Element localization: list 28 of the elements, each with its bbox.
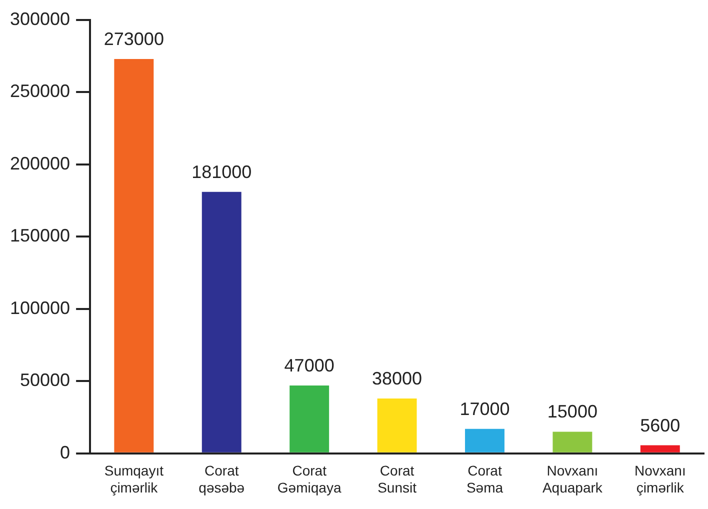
data-label: 47000 bbox=[284, 355, 334, 376]
bar bbox=[640, 445, 680, 452]
y-tick-label: 200000 bbox=[10, 153, 70, 174]
bar bbox=[290, 386, 330, 452]
data-label: 15000 bbox=[547, 402, 598, 422]
y-tick-label: 300000 bbox=[10, 8, 70, 29]
data-label: 273000 bbox=[104, 28, 164, 49]
bar bbox=[202, 192, 242, 452]
x-tick-label: Corat Sunsit bbox=[378, 462, 417, 496]
x-tick-label: Corat Səma bbox=[466, 462, 504, 496]
data-label: 5600 bbox=[640, 415, 680, 436]
y-tick-label: 50000 bbox=[20, 370, 70, 390]
y-tick-label: 0 bbox=[60, 442, 70, 462]
x-tick-label: Corat Gəmiqaya bbox=[277, 462, 342, 496]
x-tick-label: Sumqayıt çimərlik bbox=[104, 462, 164, 496]
bar bbox=[114, 59, 154, 452]
x-tick-label: Corat qəsəbə bbox=[198, 462, 245, 496]
bar bbox=[377, 398, 417, 452]
bar bbox=[465, 428, 504, 452]
y-tick-label: 100000 bbox=[10, 298, 70, 318]
bar bbox=[552, 432, 592, 452]
x-tick-label: Novxanı Aquapark bbox=[542, 462, 604, 496]
y-tick-label: 150000 bbox=[10, 226, 70, 246]
data-label: 17000 bbox=[460, 398, 510, 419]
x-tick-label: Novxanı çimərlik bbox=[634, 462, 686, 496]
y-tick-label: 250000 bbox=[10, 81, 70, 102]
data-label: 38000 bbox=[372, 368, 422, 388]
data-label: 181000 bbox=[192, 162, 252, 182]
